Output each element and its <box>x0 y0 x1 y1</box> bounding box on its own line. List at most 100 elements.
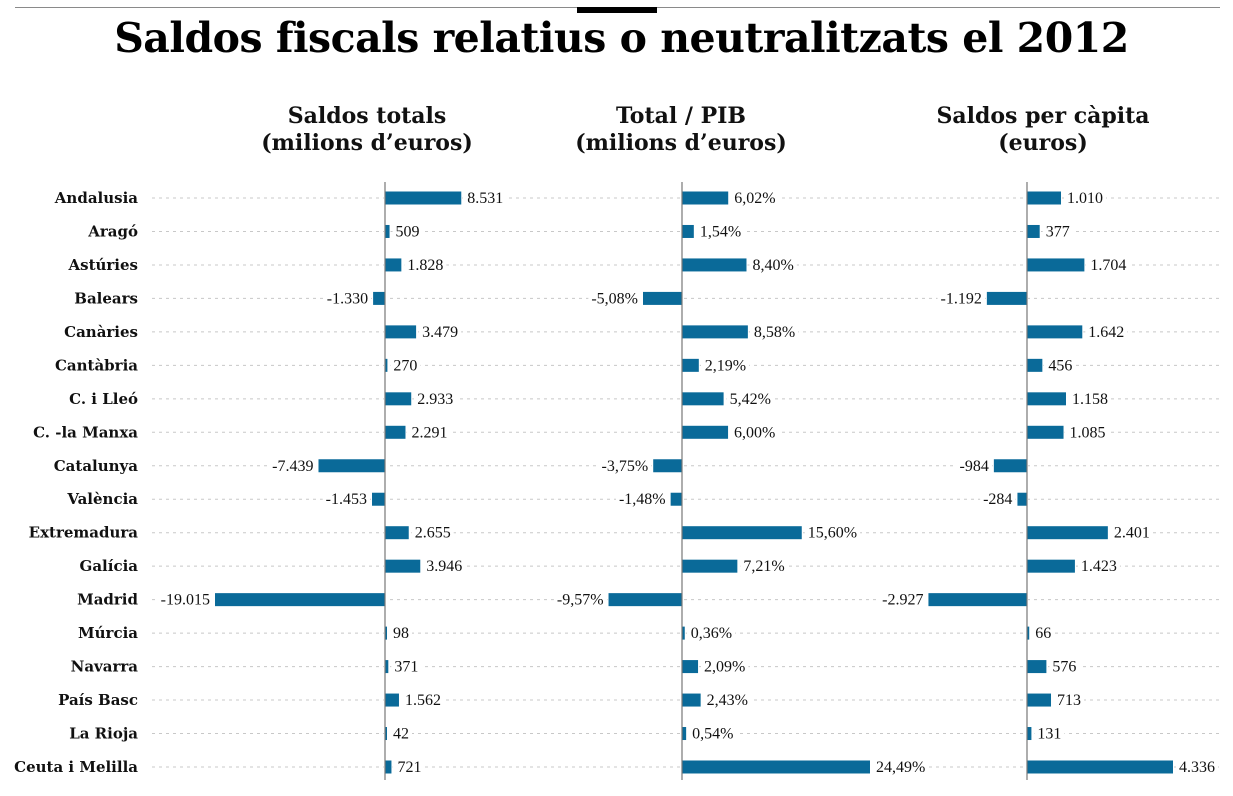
value-label-bg <box>391 656 422 677</box>
bar <box>385 727 387 741</box>
value-label: 66 <box>1035 625 1051 642</box>
bar <box>215 593 385 607</box>
bar <box>385 559 421 573</box>
bar <box>385 526 409 540</box>
bar <box>1027 760 1173 774</box>
row-label: C. -la Manxa <box>33 423 138 441</box>
bar <box>1027 191 1062 205</box>
value-label-bg <box>404 254 447 275</box>
bar <box>682 358 699 372</box>
value-label: -2.927 <box>882 592 923 609</box>
value-label-bg <box>1077 556 1120 577</box>
value-label-bg <box>1110 522 1153 543</box>
value-label-bg <box>390 623 412 644</box>
bar <box>682 626 685 640</box>
bar <box>670 492 682 506</box>
value-label-bg <box>726 388 774 409</box>
bar <box>682 760 870 774</box>
value-label-bg <box>553 589 607 610</box>
value-label: 131 <box>1037 726 1061 743</box>
value-label-bg <box>740 556 788 577</box>
value-label-bg <box>392 221 423 242</box>
row-label: Andalusia <box>54 189 138 207</box>
value-label-bg <box>1085 321 1128 342</box>
value-label-bg <box>701 355 750 376</box>
value-label: 371 <box>394 659 418 676</box>
row-label: Ceuta i Melilla <box>14 758 138 776</box>
value-label: 2.401 <box>1114 525 1150 542</box>
value-label: 24,49% <box>876 759 925 776</box>
value-label-bg <box>615 489 669 510</box>
value-label-bg <box>873 756 929 777</box>
value-label-bg <box>1176 756 1218 777</box>
value-label: -19.015 <box>161 592 210 609</box>
value-label-bg <box>687 623 736 644</box>
value-label-bg <box>701 656 749 677</box>
bar <box>682 325 748 339</box>
row-label: Múrcia <box>78 624 138 642</box>
value-label-bg <box>414 388 457 409</box>
value-label: 2,43% <box>707 692 748 709</box>
value-label-bg <box>464 188 507 208</box>
value-label-bg <box>1034 723 1065 744</box>
bar <box>1027 727 1032 741</box>
panel-header-per-capita: Saldos per càpita (euros) <box>883 103 1203 157</box>
value-label: 2,19% <box>705 357 746 374</box>
panel-header-line2: (euros) <box>998 130 1088 156</box>
value-label-bg <box>157 589 213 610</box>
panel-header-line1: Total / PIB <box>615 103 747 129</box>
value-label: 8.531 <box>467 190 503 207</box>
bar <box>385 325 417 339</box>
value-label-bg <box>1045 355 1076 376</box>
bar <box>682 191 729 205</box>
value-label: 713 <box>1057 692 1081 709</box>
bar <box>682 559 738 573</box>
bar <box>385 760 392 774</box>
value-label: -984 <box>960 458 989 475</box>
bar <box>1027 358 1043 372</box>
row-label: La Rioja <box>69 725 138 743</box>
bar <box>385 626 387 640</box>
value-label: 7,21% <box>743 558 784 575</box>
value-label-bg <box>1068 388 1111 409</box>
value-label-bg <box>390 723 412 744</box>
value-label-bg <box>390 355 421 376</box>
bar <box>643 291 682 305</box>
bar <box>1027 258 1085 272</box>
bar <box>372 492 385 506</box>
value-label-bg <box>322 489 371 510</box>
bar <box>682 660 699 674</box>
value-label-bg <box>1066 422 1109 443</box>
row-label: Madrid <box>77 591 138 609</box>
top-accent-bar <box>577 7 657 13</box>
value-label: -284 <box>983 491 1012 508</box>
bar <box>1027 425 1064 439</box>
bar <box>318 459 385 473</box>
bar <box>385 425 406 439</box>
value-label: 2,09% <box>704 659 745 676</box>
value-label-bg <box>423 556 466 577</box>
value-label-bg <box>731 188 779 208</box>
value-label-bg <box>956 455 992 476</box>
value-label: 6,02% <box>734 190 775 207</box>
value-label: 1,54% <box>700 223 741 240</box>
value-label: 2.291 <box>411 424 447 441</box>
value-label-bg <box>750 321 799 342</box>
bar <box>682 425 729 439</box>
bar <box>986 291 1027 305</box>
value-label-bg <box>1032 623 1055 644</box>
value-label-bg <box>731 422 779 443</box>
value-label-bg <box>588 288 642 309</box>
row-label: Balears <box>74 289 138 307</box>
panel-header-saldos-totals: Saldos totals (milions d’euros) <box>207 103 527 157</box>
value-label: 576 <box>1052 659 1076 676</box>
value-label-bg <box>1042 221 1073 242</box>
value-label: 509 <box>396 223 420 240</box>
value-label: 1.642 <box>1088 324 1124 341</box>
row-label: València <box>66 490 138 508</box>
value-label: 456 <box>1048 357 1072 374</box>
value-label: 6,00% <box>734 424 775 441</box>
value-label: 98 <box>393 625 409 642</box>
value-label-bg <box>1064 188 1107 208</box>
value-label: 8,58% <box>754 324 795 341</box>
